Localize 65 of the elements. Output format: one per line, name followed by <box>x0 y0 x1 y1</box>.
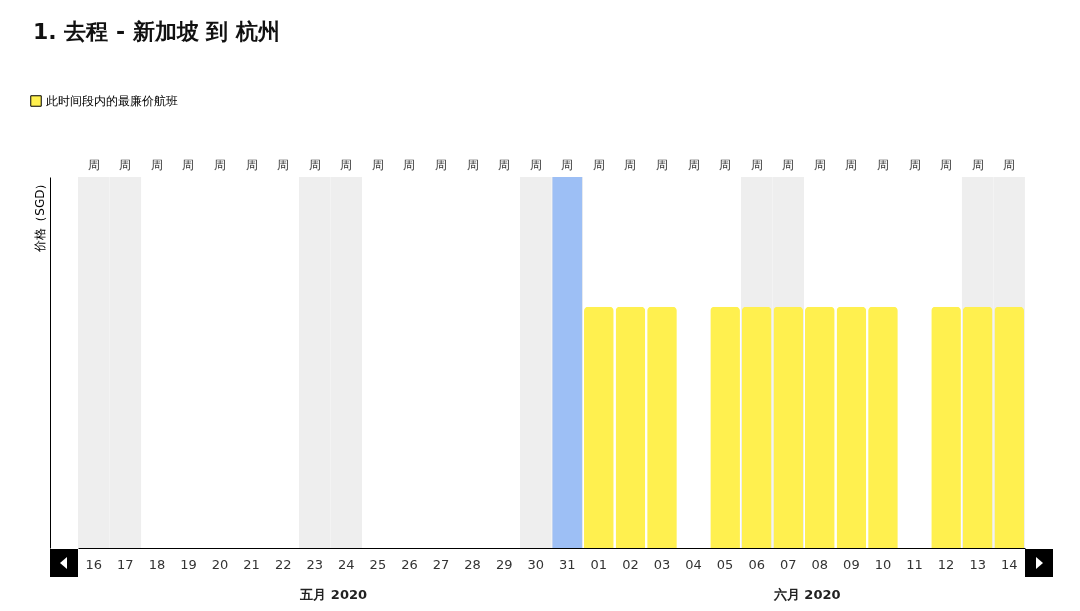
x-tick-label: 02 <box>622 556 639 572</box>
x-tick-label: 23 <box>306 556 324 572</box>
text: 周 <box>466 158 479 172</box>
text: 周 <box>876 158 889 172</box>
x-tick-label: 22 <box>274 556 292 572</box>
text: 周 <box>277 158 290 172</box>
text: 周 <box>1003 158 1016 172</box>
text: 周 <box>561 158 574 172</box>
x-tick-label: 19 <box>180 556 197 572</box>
text: 周 <box>308 158 321 172</box>
text: 周 <box>940 158 953 172</box>
x-tick-label: 14 <box>1000 556 1018 572</box>
text: 周 <box>245 158 258 172</box>
x-tick-label: 03 <box>653 556 671 572</box>
text: 五月 2020 <box>299 587 368 602</box>
text: 周 <box>182 158 195 172</box>
x-tick-label: 24 <box>338 556 355 572</box>
text: 周 <box>782 158 795 172</box>
text: 周 <box>655 158 668 172</box>
x-tick-label: 09 <box>843 556 860 572</box>
text: 周 <box>719 158 732 172</box>
text: 周 <box>624 158 637 172</box>
x-tick-label: 04 <box>685 556 702 572</box>
x-tick-label: 27 <box>432 556 450 572</box>
text: 周 <box>908 158 921 172</box>
x-tick-label: 16 <box>85 556 103 572</box>
text: 周 <box>750 158 763 172</box>
x-tick-label: 01 <box>590 556 608 572</box>
x-tick-label: 11 <box>906 556 923 572</box>
chart-title: 1. 去程 - 新加坡 到 杭州 <box>33 19 281 44</box>
x-tick-label: 12 <box>937 556 955 572</box>
x-tick-label: 06 <box>748 556 765 572</box>
text: 周 <box>845 158 858 172</box>
x-tick-label: 21 <box>243 556 260 572</box>
x-tick-label: 20 <box>211 556 229 572</box>
text: 周 <box>529 158 542 172</box>
x-tick-label: 31 <box>559 556 576 572</box>
x-tick-label: 05 <box>716 556 734 572</box>
text: 周 <box>971 158 984 172</box>
text: 周 <box>687 158 700 172</box>
y-axis-title: 价格（SGD） <box>32 177 47 253</box>
text: 周 <box>87 158 100 172</box>
text: 周 <box>119 158 132 172</box>
x-tick-label: 30 <box>527 556 544 572</box>
text: 周 <box>435 158 448 172</box>
x-tick-label: 28 <box>464 556 481 572</box>
text: 周 <box>150 158 163 172</box>
text: 六月 2020 <box>772 587 841 602</box>
x-tick-label: 17 <box>117 556 134 572</box>
legend-label: 此时间段内的最廉价航班 <box>46 94 178 108</box>
x-tick-label: 10 <box>874 556 892 572</box>
x-tick-label: 07 <box>779 556 797 572</box>
text: 周 <box>498 158 511 172</box>
x-tick-label: 08 <box>811 556 829 572</box>
text: 周 <box>592 158 605 172</box>
x-tick-label: 18 <box>148 556 166 572</box>
text: 周 <box>813 158 826 172</box>
x-tick-label: 26 <box>401 556 418 572</box>
x-tick-label: 13 <box>969 556 986 572</box>
text: 周 <box>214 158 227 172</box>
text: 周 <box>340 158 353 172</box>
text: 周 <box>371 158 384 172</box>
x-tick-label: 29 <box>495 556 513 572</box>
text: 周 <box>403 158 416 172</box>
x-tick-label: 25 <box>369 556 387 572</box>
